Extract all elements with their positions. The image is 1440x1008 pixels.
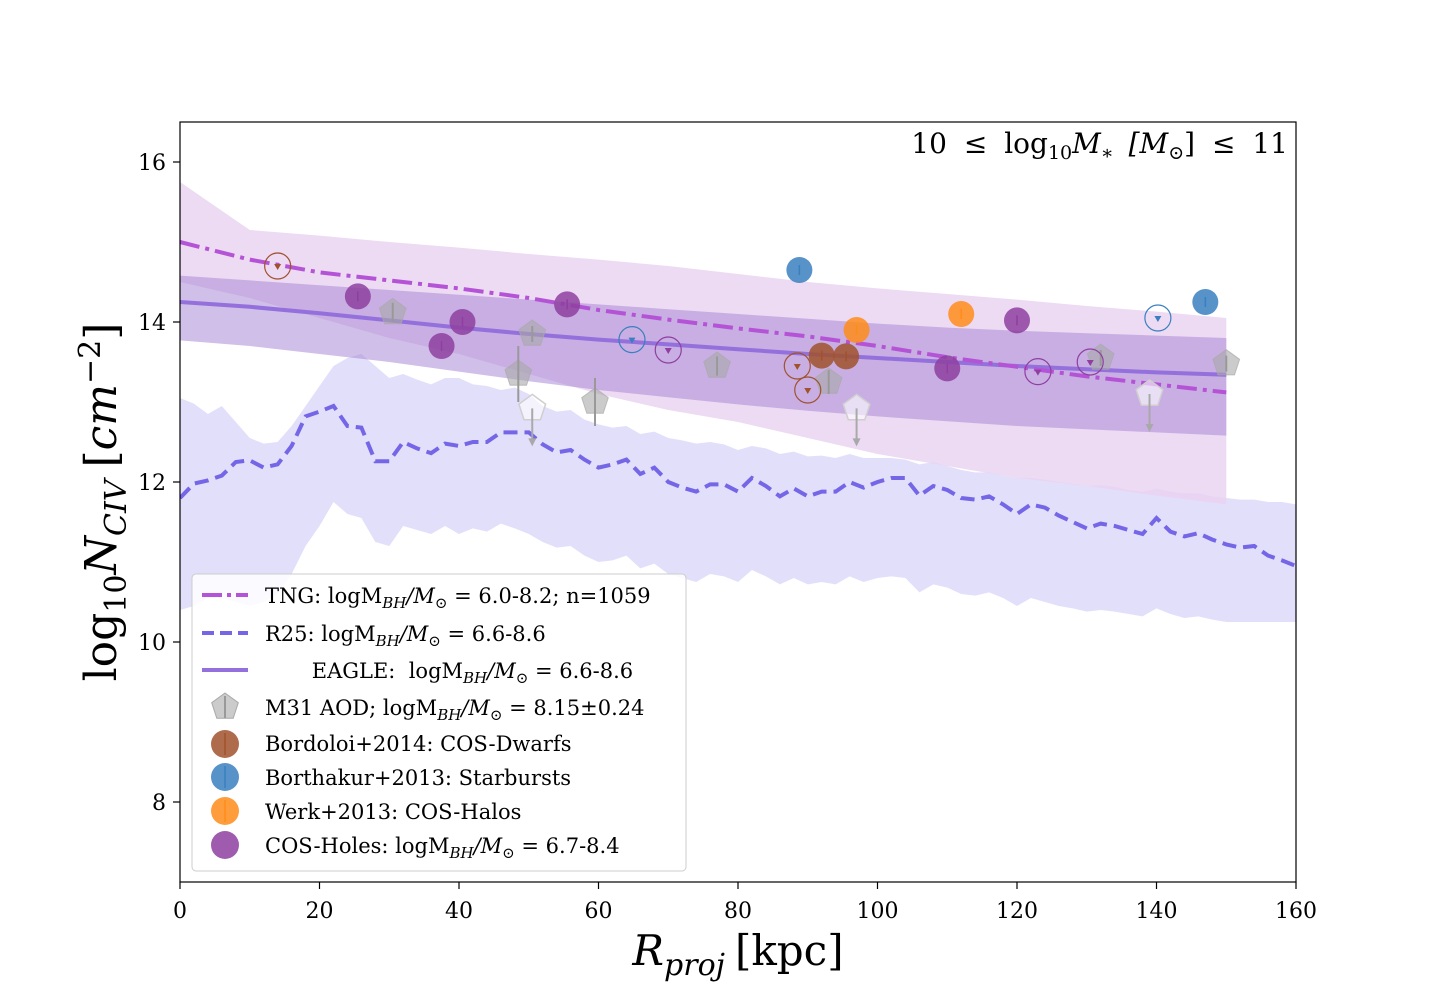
cosholes-limit-arrow: [664, 348, 672, 354]
legend: TNG: logMBH/M⊙ = 6.0-8.2; n=1059 R25: lo…: [191, 573, 687, 872]
borthakur-upper-limit-point: [618, 326, 646, 354]
legend-label-r25: R25: logMBH/M⊙ = 6.6-8.6: [265, 622, 546, 650]
bordoloi-upper-limit-point: [264, 252, 292, 280]
bordoloi-limit-arrow: [793, 364, 801, 370]
y-tick-label: 14: [138, 311, 166, 336]
eagle-band: [180, 275, 1227, 436]
bordoloi-limit-arrow: [804, 388, 812, 394]
mass-range-annotation: 10 ≤ log10M∗ [M⊙] ≤ 11: [911, 127, 1288, 166]
x-tick-label: 40: [445, 899, 473, 924]
legend-label-bordoloi: Bordoloi+2014: COS-Dwarfs: [265, 732, 572, 756]
bordoloi-upper-limit-point: [794, 376, 822, 404]
borthakur-upper-limit-point: [1144, 304, 1172, 332]
x-tick-label: 0: [173, 899, 187, 924]
x-axis-title: Rproj [kpc]: [631, 926, 843, 983]
m31-limit-arrow-head: [852, 438, 861, 447]
x-tick-label: 20: [306, 899, 334, 924]
plot-area: [180, 182, 1296, 622]
cosholes-upper-limit-point: [1024, 358, 1052, 386]
plot-clip-group: [180, 182, 1296, 622]
r25-band: [180, 354, 1296, 622]
cosholes-upper-limit-point: [654, 336, 682, 364]
x-tick-label: 60: [585, 899, 613, 924]
y-tick-label: 10: [138, 631, 166, 656]
axis-ticks: 0 20 40 60 80 100 120 140 160 8 10 12 14 16: [138, 151, 1317, 924]
legend-label-m31: M31 AOD; logMBH/M⊙ = 8.15±0.24: [265, 696, 645, 724]
cosholes-limit-arrow: [1034, 369, 1042, 376]
eagle-line: [180, 300, 1227, 377]
borthakur-limit-arrow: [1154, 316, 1162, 322]
x-tick-label: 160: [1275, 899, 1317, 924]
legend-label-cosholes: COS-Holes: logMBH/M⊙ = 6.7-8.4: [265, 834, 620, 862]
x-tick-label: 100: [857, 899, 899, 924]
x-tick-label: 80: [724, 899, 752, 924]
cosholes-upper-limit-point: [1076, 348, 1104, 376]
legend-symbols: [202, 593, 248, 859]
legend-label-werk: Werk+2013: COS-Halos: [265, 800, 521, 824]
legend-label-eagle: EAGLE: logMBH/M⊙ = 6.6-8.6: [265, 659, 667, 687]
bordoloi-upper-limit-point: [783, 352, 811, 380]
legend-label-tng: TNG: logMBH/M⊙ = 6.0-8.2; n=1059: [265, 584, 651, 612]
bordoloi-limit-arrow: [274, 264, 282, 270]
x-tick-label: 140: [1136, 899, 1178, 924]
borthakur-limit-arrow: [628, 337, 636, 344]
y-tick-label: 12: [138, 471, 166, 496]
y-axis-title: log10NCIV[cm−2]: [73, 323, 134, 682]
legend-label-borthakur: Borthakur+2013: Starbursts: [265, 766, 571, 790]
x-tick-label: 120: [996, 899, 1038, 924]
y-tick-label: 8: [152, 791, 166, 816]
m31-limit-arrow-head: [528, 438, 537, 447]
legend-symbol-cosholes: [211, 831, 239, 859]
m31-limit-arrow-head: [1145, 424, 1154, 432]
legend-box: [191, 573, 687, 872]
cosholes-limit-arrow: [1086, 360, 1094, 366]
tng-line: [180, 240, 1227, 395]
y-tick-label: 16: [138, 151, 166, 176]
